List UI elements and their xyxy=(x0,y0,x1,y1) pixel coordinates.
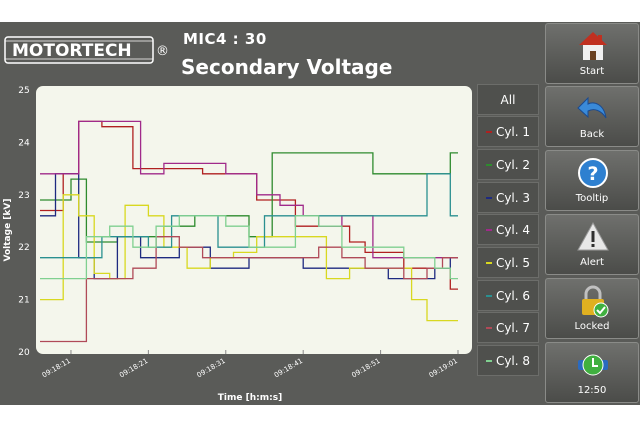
start-label: Start xyxy=(579,66,605,77)
series-swatch xyxy=(485,261,492,264)
y-tick-label: 24 xyxy=(18,138,30,148)
y-axis-label: Voltage [kV] xyxy=(3,199,13,262)
back-button[interactable]: Back xyxy=(545,86,639,147)
y-tick-label: 21 xyxy=(18,296,29,306)
lock-icon xyxy=(582,285,609,318)
series-cyl3-button[interactable]: Cyl. 3 xyxy=(477,182,539,213)
y-tick-label: 22 xyxy=(18,243,29,253)
voltage-chart: 20 21 22 23 24 25 09:18:11 09:18:21 09:18:31 09:… xyxy=(0,80,480,405)
y-tick-label: 25 xyxy=(18,86,29,96)
clock-label: 12:50 xyxy=(577,385,607,396)
svg-text:?: ? xyxy=(587,163,598,185)
series-label: Cyl. 1 xyxy=(495,124,531,139)
back-label: Back xyxy=(579,129,605,140)
x-tick-label: 09:18:51 xyxy=(350,357,381,380)
series-line-cyl7 xyxy=(40,236,458,343)
series-label: Cyl. 7 xyxy=(495,320,531,335)
alert-label: Alert xyxy=(580,257,604,268)
series-swatch xyxy=(485,163,492,166)
series-swatch xyxy=(485,326,492,329)
motortech-logo: MOTORTECH ® xyxy=(4,36,168,64)
series-label: All xyxy=(500,92,516,107)
warning-icon xyxy=(577,221,609,251)
house-icon xyxy=(579,32,607,60)
series-cyl4-button[interactable]: Cyl. 4 xyxy=(477,214,539,245)
series-cyl8-button[interactable]: Cyl. 8 xyxy=(477,345,539,376)
hmi-screen: MOTORTECH ® MIC4 : 30 Secondary Voltage … xyxy=(0,22,640,405)
sync-clock-icon xyxy=(578,354,608,376)
series-line-cyl4 xyxy=(40,120,458,259)
alert-button[interactable]: Alert xyxy=(545,214,639,275)
brand-name: MOTORTECH xyxy=(12,41,132,61)
x-tick-label: 09:19:01 xyxy=(428,357,459,380)
series-label: Cyl. 5 xyxy=(495,255,531,270)
series-swatch xyxy=(485,359,492,362)
series-cyl6-button[interactable]: Cyl. 6 xyxy=(477,280,539,311)
x-tick-label: 09:18:11 xyxy=(41,357,72,380)
series-label: Cyl. 2 xyxy=(495,157,531,172)
nav-bar: Start Back ? Tooltip Alert xyxy=(544,22,640,405)
series-swatch xyxy=(485,130,492,133)
start-button[interactable]: Start xyxy=(545,23,639,84)
series-label: Cyl. 4 xyxy=(495,222,531,237)
x-tick-label: 09:18:41 xyxy=(273,357,304,380)
y-tick-label: 23 xyxy=(18,191,29,201)
series-cyl1-button[interactable]: Cyl. 1 xyxy=(477,116,539,147)
series-line-cyl8 xyxy=(40,215,458,280)
series-label: Cyl. 3 xyxy=(495,190,531,205)
series-cyl2-button[interactable]: Cyl. 2 xyxy=(477,149,539,180)
series-swatch xyxy=(485,196,492,199)
series-label: Cyl. 6 xyxy=(495,288,531,303)
series-label: Cyl. 8 xyxy=(495,353,531,368)
chart-svg: 20 21 22 23 24 25 09:18:11 09:18:21 09:18:31 09:… xyxy=(3,86,472,403)
series-all-button[interactable]: All xyxy=(477,84,539,115)
x-axis-label: Time [h:m:s] xyxy=(218,393,282,403)
locked-label: Locked xyxy=(574,321,610,332)
x-tick-label: 09:18:31 xyxy=(196,357,227,380)
series-cyl7-button[interactable]: Cyl. 7 xyxy=(477,312,539,343)
x-tick-label: 09:18:21 xyxy=(118,357,149,380)
back-arrow-icon xyxy=(577,96,607,119)
registered-mark: ® xyxy=(156,44,168,59)
tooltip-label: Tooltip xyxy=(575,193,609,204)
y-tick-label: 20 xyxy=(18,348,30,358)
series-swatch xyxy=(485,228,492,231)
lock-button[interactable]: Locked xyxy=(545,278,639,339)
series-cyl5-button[interactable]: Cyl. 5 xyxy=(477,247,539,278)
page-title: Secondary Voltage xyxy=(181,55,393,79)
tooltip-button[interactable]: ? Tooltip xyxy=(545,150,639,211)
series-swatch xyxy=(485,294,492,297)
device-id: MIC4 : 30 xyxy=(183,30,267,48)
clock-button[interactable]: 12:50 xyxy=(545,342,639,403)
help-icon: ? xyxy=(578,158,608,188)
